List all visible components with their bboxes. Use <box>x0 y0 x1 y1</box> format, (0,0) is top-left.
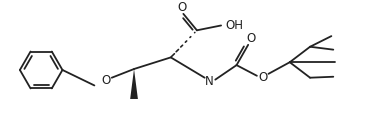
Polygon shape <box>130 69 138 99</box>
Text: OH: OH <box>226 19 244 32</box>
Text: O: O <box>178 1 187 14</box>
Text: O: O <box>246 31 256 45</box>
Text: O: O <box>101 74 111 87</box>
Text: N: N <box>205 75 214 88</box>
Text: O: O <box>258 71 267 84</box>
